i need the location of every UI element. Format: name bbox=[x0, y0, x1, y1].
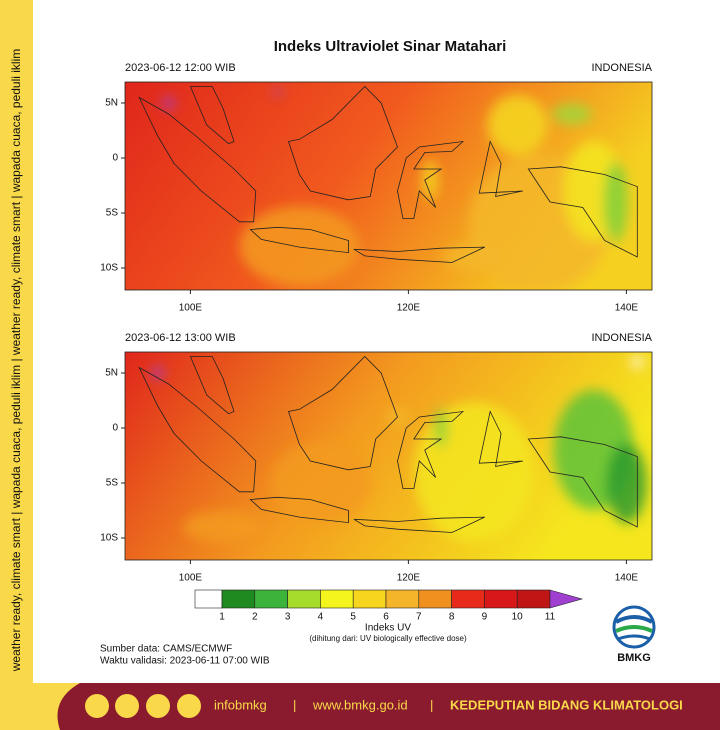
validity: Waktu validasi: 2023-06-11 07:00 WIB bbox=[100, 656, 270, 667]
map-field bbox=[125, 352, 652, 560]
uv-region bbox=[183, 511, 264, 543]
colorbar-box bbox=[352, 589, 387, 609]
coastline bbox=[527, 166, 638, 258]
colorbar-box bbox=[320, 589, 354, 609]
lon-label: 120E bbox=[397, 573, 421, 584]
lat-label: 0 bbox=[112, 153, 118, 164]
panel-region: INDONESIA bbox=[591, 62, 652, 74]
lon-label: 140E bbox=[615, 303, 639, 314]
colorbar-title: Indeks UV bbox=[365, 623, 411, 634]
map-blobs bbox=[162, 89, 628, 290]
colorbar-box bbox=[516, 589, 551, 609]
colorbar-box bbox=[451, 589, 485, 609]
colorbar-tick-label: 7 bbox=[416, 612, 422, 623]
panel-region: INDONESIA bbox=[591, 332, 652, 344]
colorbar-tick-label: 4 bbox=[318, 612, 324, 623]
title: Indeks Ultraviolet Sinar Matahari bbox=[274, 38, 507, 55]
coastline bbox=[353, 516, 485, 533]
coastline bbox=[397, 140, 465, 219]
logo bbox=[612, 605, 656, 649]
lat-label: 10S bbox=[100, 533, 118, 544]
colorbar-tick-label: 1 bbox=[219, 612, 225, 623]
colorbar-tick-label: 3 bbox=[285, 612, 291, 623]
colorbar-tick-label: 8 bbox=[449, 612, 455, 623]
lat-label: 0 bbox=[112, 423, 118, 434]
coastline bbox=[138, 96, 257, 223]
map-blobs bbox=[151, 356, 647, 543]
sidebar bbox=[0, 0, 33, 730]
coastline bbox=[478, 140, 523, 198]
colorbar-box bbox=[287, 589, 321, 609]
coastline bbox=[138, 366, 257, 493]
uv-region bbox=[422, 160, 439, 200]
uv-region bbox=[606, 443, 647, 523]
coastline bbox=[353, 246, 485, 263]
lat-label: 5S bbox=[106, 208, 119, 219]
uv-region bbox=[151, 367, 164, 379]
colorbar-tick-label: 11 bbox=[545, 612, 556, 623]
lon-label: 100E bbox=[179, 573, 203, 584]
sidebar-text: weather ready, climate smart | wapada cu… bbox=[9, 49, 23, 673]
map-panel: 2023-06-12 12:00 WIB INDONESIA 5N 0 5S 10S 100… bbox=[100, 62, 652, 314]
uv-region bbox=[413, 402, 534, 542]
uv-region bbox=[435, 408, 448, 448]
map-frame bbox=[124, 81, 653, 291]
colorbar-box bbox=[484, 589, 518, 609]
lat-label: 10S bbox=[100, 263, 118, 274]
uv-region bbox=[631, 356, 644, 368]
footer-sep: | bbox=[293, 697, 296, 712]
footer-org: KEDEPUTIAN BIDANG KLIMATOLOGI bbox=[450, 697, 683, 712]
uv-region bbox=[162, 97, 175, 109]
colorbar-box bbox=[418, 589, 452, 609]
colorbar-tick-label: 10 bbox=[512, 612, 524, 623]
lat-label: 5S bbox=[106, 478, 119, 489]
coastline bbox=[189, 356, 235, 415]
uv-region bbox=[239, 206, 360, 286]
coastline bbox=[189, 86, 235, 145]
uv-region bbox=[603, 162, 628, 242]
footer-sep: | bbox=[430, 697, 433, 712]
source: Sumber data: CAMS/ECMWF bbox=[100, 644, 232, 655]
footer-website: www.bmkg.go.id bbox=[312, 697, 408, 712]
uv-region bbox=[551, 104, 592, 124]
map-panel: 2023-06-12 13:00 WIB INDONESIA 5N 0 5S 10S 100… bbox=[100, 332, 652, 584]
uv-region bbox=[443, 243, 504, 271]
panel-datetime: 2023-06-12 13:00 WIB bbox=[125, 332, 236, 344]
footer-handle: infobmkg bbox=[214, 697, 267, 712]
coastline bbox=[249, 226, 349, 254]
colorbar-box bbox=[254, 589, 288, 609]
coastline bbox=[478, 410, 523, 468]
lat-label: 5N bbox=[105, 98, 118, 109]
colorbar-tick-label: 9 bbox=[482, 612, 488, 623]
lon-label: 140E bbox=[615, 573, 639, 584]
lon-label: 100E bbox=[179, 303, 203, 314]
uv-region bbox=[271, 443, 372, 523]
uv-region bbox=[272, 89, 283, 95]
map-field bbox=[125, 82, 652, 290]
coastline bbox=[249, 496, 349, 524]
uv-region bbox=[487, 95, 548, 155]
colorbar-tick-label: 2 bbox=[252, 612, 258, 623]
coastline bbox=[287, 85, 398, 201]
logo-text: BMKG bbox=[617, 652, 651, 664]
colorbar-box bbox=[385, 589, 420, 609]
panel-datetime: 2023-06-12 12:00 WIB bbox=[125, 62, 236, 74]
lat-label: 5N bbox=[105, 368, 118, 379]
colorbar-white bbox=[194, 589, 223, 609]
footer-curve bbox=[33, 683, 80, 730]
colorbar-tick-label: 5 bbox=[350, 612, 356, 623]
colorbar: 1 2 3 4 5 6 7 8 9 10 11 Indeks UV(dihitung dari: UV… bbox=[194, 589, 584, 643]
coastline bbox=[397, 410, 465, 489]
coastline bbox=[287, 355, 398, 471]
colorbar-note: (dihitung dari: UV biologically effectiv… bbox=[309, 634, 467, 643]
coastline bbox=[527, 436, 638, 528]
social-icons bbox=[85, 694, 201, 718]
map-frame bbox=[124, 351, 653, 561]
colorbar-box bbox=[221, 589, 256, 609]
colorbar-arrow bbox=[549, 589, 584, 609]
lon-label: 120E bbox=[397, 303, 421, 314]
colorbar-tick-label: 6 bbox=[383, 612, 389, 623]
